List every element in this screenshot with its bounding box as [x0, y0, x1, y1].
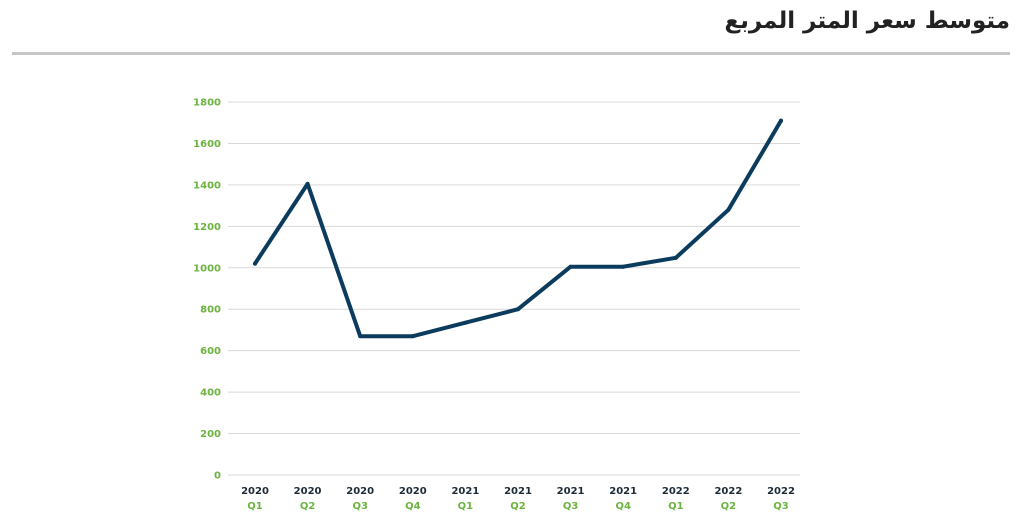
x-tick-year: 2020 — [346, 486, 374, 497]
data-point — [253, 261, 257, 266]
x-tick-quarter: Q4 — [405, 501, 421, 512]
x-tick-year: 2022 — [714, 486, 742, 497]
x-tick-year: 2021 — [609, 486, 637, 497]
y-tick-label: 400 — [200, 388, 221, 399]
x-tick-quarter: Q1 — [247, 501, 263, 512]
x-tick-quarter: Q2 — [300, 501, 316, 512]
chart-header: متوسط سعر المتر المربع — [12, 0, 1010, 56]
data-point — [621, 264, 626, 269]
data-point — [516, 307, 520, 312]
x-tick-quarter: Q1 — [458, 501, 474, 512]
x-tick-year: 2020 — [241, 486, 269, 497]
data-point — [726, 207, 731, 212]
x-tick-year: 2021 — [504, 486, 532, 497]
series-line-0 — [253, 118, 783, 339]
x-tick-year: 2022 — [767, 486, 795, 497]
x-tick-quarter: Q2 — [510, 501, 526, 512]
y-tick-label: 800 — [200, 305, 221, 316]
data-point — [358, 334, 363, 339]
x-tick-quarter: Q2 — [721, 501, 737, 512]
data-point — [410, 334, 415, 339]
x-tick-year: 2021 — [451, 486, 479, 497]
x-tick-year: 2021 — [557, 486, 585, 497]
data-point — [463, 320, 468, 325]
data-point — [779, 118, 783, 123]
chart-title: متوسط سعر المتر المربع — [724, 8, 1010, 34]
x-axis-ticks: 2020 Q1 2020 Q2 2020 Q3 2020 Q4 2021 Q1 2021 Q2 2021… — [241, 486, 795, 512]
x-tick-quarter: Q3 — [773, 501, 789, 512]
data-point — [673, 255, 678, 260]
x-tick-quarter: Q3 — [563, 501, 579, 512]
x-tick-quarter: Q4 — [615, 501, 631, 512]
y-tick-label: 1400 — [193, 180, 221, 191]
x-tick-year: 2020 — [294, 486, 322, 497]
series-lines — [253, 118, 783, 339]
y-tick-label: 1200 — [193, 222, 221, 233]
x-tick-year: 2020 — [399, 486, 427, 497]
header-divider — [12, 52, 1010, 55]
y-tick-label: 1800 — [193, 98, 221, 109]
x-tick-year: 2022 — [662, 486, 690, 497]
y-tick-label: 600 — [200, 346, 221, 357]
y-axis-ticks: 0 200 400 600 800 1000 1200 1400 1600 1800 — [193, 98, 221, 482]
gridlines — [228, 101, 800, 476]
data-point — [568, 264, 573, 269]
y-tick-label: 0 — [214, 471, 221, 482]
y-tick-label: 1600 — [193, 139, 221, 150]
x-tick-quarter: Q1 — [668, 501, 684, 512]
data-point — [305, 181, 310, 186]
y-tick-label: 1000 — [193, 263, 221, 274]
x-tick-quarter: Q3 — [352, 501, 368, 512]
y-tick-label: 200 — [200, 429, 221, 440]
